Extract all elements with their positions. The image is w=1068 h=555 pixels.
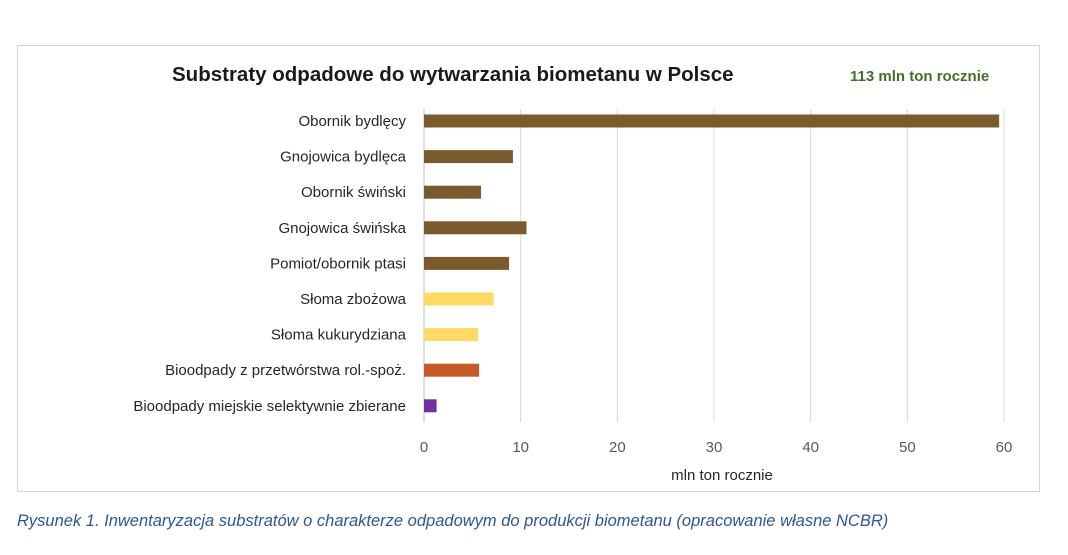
bar bbox=[424, 221, 527, 235]
x-tick-label: 40 bbox=[802, 439, 819, 456]
bar bbox=[424, 363, 480, 377]
bar bbox=[424, 292, 494, 306]
bar-chart: Obornik bydlęcy Gnojowica bydlęca Obornik … bbox=[133, 63, 1013, 484]
chart-subtitle: 113 mln ton rocznie bbox=[850, 68, 989, 85]
category-label: Gnojowica świńska bbox=[278, 220, 406, 237]
bar bbox=[424, 185, 482, 199]
chart-frame: Obornik bydlęcy Gnojowica bydlęca Obornik … bbox=[17, 45, 1040, 492]
x-tick-label: 0 bbox=[420, 439, 428, 456]
category-label: Pomiot/obornik ptasi bbox=[270, 255, 406, 272]
x-tick-label: 50 bbox=[899, 439, 916, 456]
category-label: Słoma kukurydziana bbox=[271, 327, 407, 344]
chart-title: Substraty odpadowe do wytwarzania biomet… bbox=[172, 63, 734, 86]
x-tick-label: 60 bbox=[996, 439, 1013, 456]
bar bbox=[424, 114, 1000, 128]
category-label: Bioodpady z przetwórstwa rol.-spoż. bbox=[165, 362, 406, 379]
x-tick-label: 20 bbox=[609, 439, 626, 456]
bar bbox=[424, 328, 479, 342]
bar bbox=[424, 256, 510, 270]
x-tick-label: 10 bbox=[512, 439, 529, 456]
category-label: Obornik bydlęcy bbox=[298, 113, 406, 130]
bar bbox=[424, 399, 437, 413]
x-tick-label: 30 bbox=[706, 439, 723, 456]
bar bbox=[424, 150, 513, 164]
figure-caption: Rysunek 1. Inwentaryzacja substratów o c… bbox=[17, 512, 889, 530]
x-axis-label: mln ton rocznie bbox=[671, 467, 773, 484]
category-label: Bioodpady miejskie selektywnie zbierane bbox=[133, 398, 406, 415]
category-label: Słoma zbożowa bbox=[300, 291, 407, 308]
category-label: Gnojowica bydlęca bbox=[280, 149, 407, 166]
category-label: Obornik świński bbox=[301, 184, 406, 201]
